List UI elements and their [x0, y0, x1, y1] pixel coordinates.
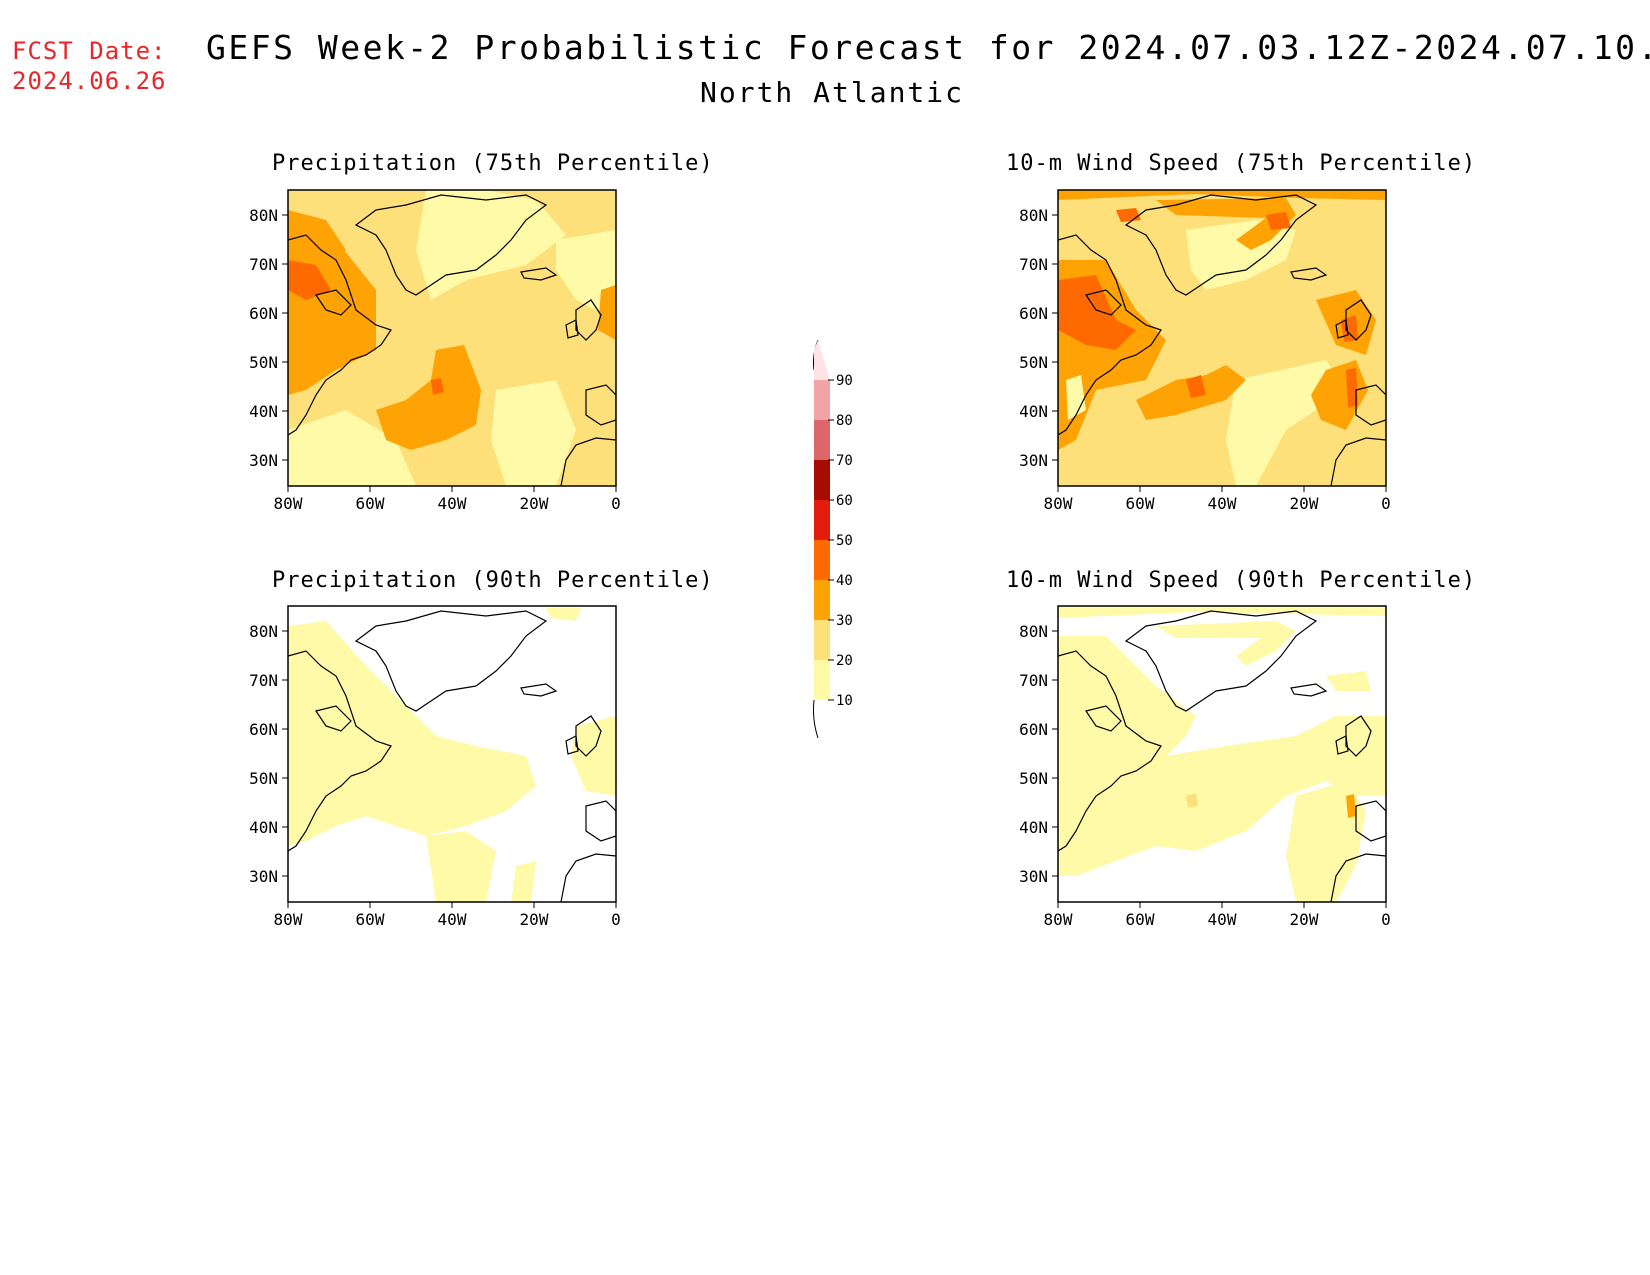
lon-label: 0: [611, 910, 621, 929]
lon-label: 0: [1381, 494, 1391, 513]
colorbar-label: 80: [836, 413, 853, 429]
lon-label: 40W: [438, 910, 467, 929]
lat-label: 60N: [1019, 720, 1048, 739]
lat-label: 50N: [1019, 769, 1048, 788]
panel-title-precip-90: Precipitation (90th Percentile): [272, 568, 714, 593]
colorbar-swatch: [814, 340, 830, 380]
lat-label: 60N: [249, 720, 278, 739]
lon-label: 60W: [1126, 494, 1155, 513]
colorbar-label: 50: [836, 533, 853, 549]
lat-label: 50N: [1019, 353, 1048, 372]
colorbar-swatch: [814, 580, 830, 620]
lon-label: 20W: [1290, 494, 1319, 513]
map-panel-wind-90: 80N 70N 60N 50N 40N 30N 80W 60W 40W 20W …: [1019, 605, 1391, 929]
colorbar-swatch: [814, 660, 830, 700]
lat-label: 70N: [1019, 255, 1048, 274]
colorbar-swatch: [814, 540, 830, 580]
lat-label: 30N: [1019, 867, 1048, 886]
forecast-date-label: FCST Date:: [12, 37, 167, 65]
colorbar-label: 90: [836, 373, 853, 389]
lat-label: 70N: [249, 255, 278, 274]
figure-title-region: North Atlantic: [700, 76, 965, 109]
lat-axis-ticks: [1052, 630, 1387, 908]
colorbar-label: 20: [836, 653, 853, 669]
lon-label: 0: [611, 494, 621, 513]
lat-label: 40N: [1019, 402, 1048, 421]
coastlines: [288, 194, 616, 486]
lat-label: 30N: [1019, 451, 1048, 470]
lon-label: 40W: [1208, 494, 1237, 513]
lat-label: 50N: [249, 353, 278, 372]
colorbar-swatch: [814, 460, 830, 500]
shaded-probability-field: [288, 190, 616, 486]
lon-label: 80W: [274, 910, 303, 929]
panel-title-wind-90: 10-m Wind Speed (90th Percentile): [1006, 568, 1477, 593]
lat-axis-ticks: [282, 630, 617, 908]
lat-label: 30N: [249, 451, 278, 470]
colorbar-label: 10: [836, 693, 853, 709]
panel-title-precip-75: Precipitation (75th Percentile): [272, 151, 714, 176]
lat-axis-ticks: [1052, 214, 1387, 492]
lat-label: 80N: [1019, 206, 1048, 225]
lon-label: 60W: [1126, 910, 1155, 929]
shaded-probability-field: [1058, 606, 1386, 902]
colorbar: 10 20 30 40 50 60 70 80 90: [813, 339, 853, 739]
lon-label: 40W: [438, 494, 467, 513]
colorbar-label: 30: [836, 613, 853, 629]
lat-label: 50N: [249, 769, 278, 788]
shaded-probability-field: [288, 606, 616, 902]
lon-label: 40W: [1208, 910, 1237, 929]
map-panel-precip-75: 80N 70N 60N 50N 40N 30N 80W 60W 40W 20W …: [249, 189, 621, 513]
colorbar-swatch: [814, 380, 830, 420]
lon-label: 80W: [1044, 910, 1073, 929]
lon-label: 20W: [520, 494, 549, 513]
lon-label: 60W: [356, 494, 385, 513]
lon-label: 20W: [1290, 910, 1319, 929]
lat-label: 40N: [249, 818, 278, 837]
coastlines: [288, 610, 616, 902]
lat-label: 60N: [249, 304, 278, 323]
lat-label: 80N: [249, 622, 278, 641]
colorbar-label: 40: [836, 573, 853, 589]
colorbar-label: 70: [836, 453, 853, 469]
lat-label: 70N: [1019, 671, 1048, 690]
lat-label: 40N: [1019, 818, 1048, 837]
coastlines: [1058, 194, 1386, 486]
lon-label: 80W: [1044, 494, 1073, 513]
lat-label: 40N: [249, 402, 278, 421]
forecast-date-value: 2024.06.26: [12, 67, 167, 95]
lat-label: 30N: [249, 867, 278, 886]
colorbar-bottom-cap: [813, 699, 819, 739]
lon-label: 0: [1381, 910, 1391, 929]
map-panel-precip-90: 80N 70N 60N 50N 40N 30N 80W 60W 40W 20W …: [249, 605, 621, 929]
lat-axis-ticks: [282, 214, 617, 492]
lon-label: 60W: [356, 910, 385, 929]
colorbar-swatch: [814, 420, 830, 460]
colorbar-label: 60: [836, 493, 853, 509]
lat-label: 70N: [249, 671, 278, 690]
colorbar-swatch: [814, 620, 830, 660]
shaded-probability-field: [1058, 190, 1386, 486]
forecast-date-block: FCST Date: 2024.06.26: [12, 36, 167, 96]
figure-title-main: GEFS Week-2 Probabilistic Forecast for 2…: [206, 28, 1650, 67]
coastlines: [1058, 610, 1386, 902]
map-panel-wind-75: 80N 70N 60N 50N 40N 30N 80W 60W 40W 20W …: [1019, 189, 1391, 513]
lon-label: 20W: [520, 910, 549, 929]
lat-label: 80N: [1019, 622, 1048, 641]
panel-title-wind-75: 10-m Wind Speed (75th Percentile): [1006, 151, 1477, 176]
lon-label: 80W: [274, 494, 303, 513]
lat-label: 60N: [1019, 304, 1048, 323]
lat-label: 80N: [249, 206, 278, 225]
colorbar-swatch: [814, 500, 830, 540]
